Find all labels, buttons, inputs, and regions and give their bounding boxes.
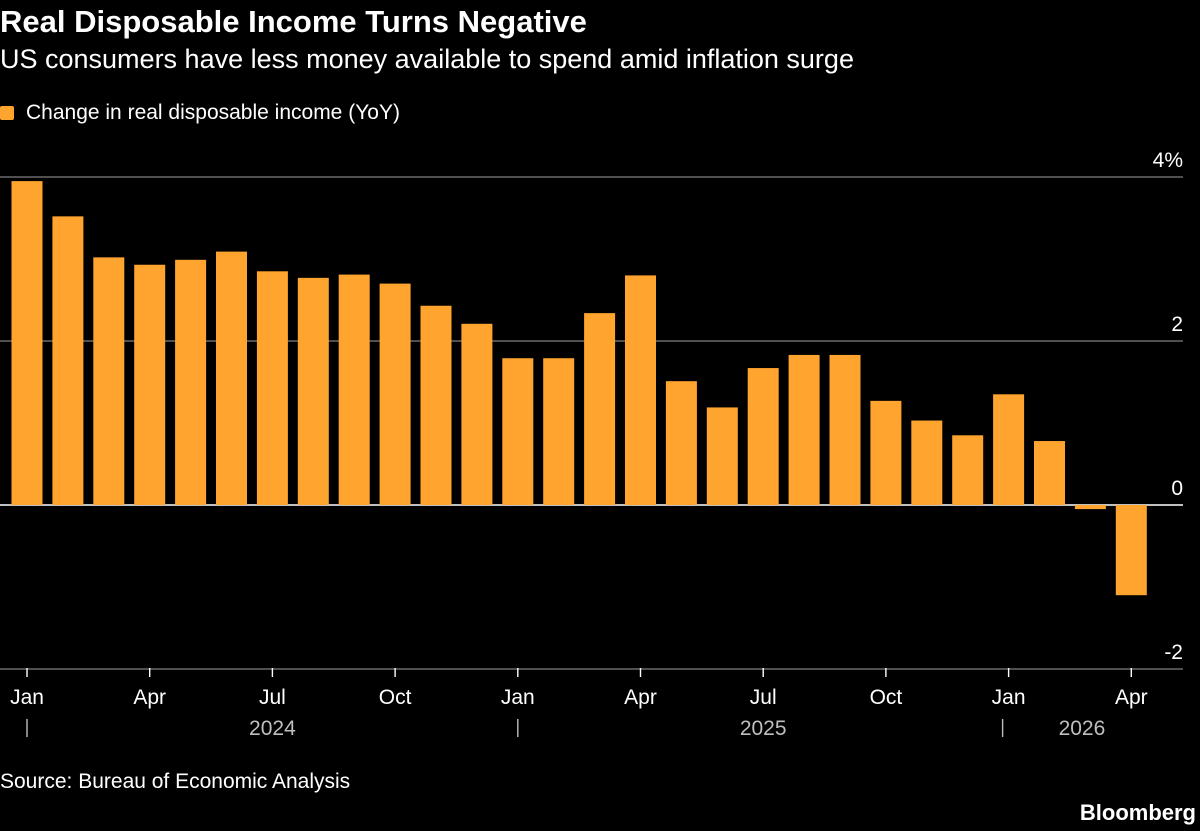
bars	[11, 181, 1147, 596]
bar	[379, 283, 411, 505]
bar	[134, 264, 166, 505]
x-tick-label: Apr	[1115, 686, 1148, 709]
bar	[993, 394, 1025, 505]
x-tick-label: Jan	[10, 686, 44, 709]
year-label: 2026	[1059, 717, 1106, 740]
bar	[584, 313, 616, 505]
legend-label: Change in real disposable income (YoY)	[26, 101, 400, 124]
bar	[829, 354, 861, 505]
bar	[911, 420, 943, 505]
bar	[1074, 505, 1106, 510]
bar	[216, 251, 247, 505]
legend-swatch	[0, 106, 14, 120]
x-tick-label: Jul	[750, 686, 777, 709]
brand-logo: Bloomberg	[1079, 800, 1196, 825]
bar	[502, 358, 534, 505]
chart-title: Real Disposable Income Turns Negative	[0, 4, 587, 39]
bar	[175, 259, 207, 505]
x-tick-label: Apr	[133, 686, 166, 709]
year-label: 2025	[740, 717, 787, 740]
bar	[11, 181, 43, 505]
bar	[1115, 505, 1147, 596]
bar	[52, 216, 84, 506]
bar	[93, 257, 125, 505]
chart-subtitle: US consumers have less money available t…	[0, 44, 854, 74]
bar	[297, 277, 329, 505]
x-tick-label: Apr	[624, 686, 657, 709]
bar	[952, 435, 984, 505]
x-tick-label: Oct	[870, 686, 903, 709]
y-tick-label: 0	[1171, 477, 1183, 500]
bar	[870, 400, 902, 505]
x-tick-label: Jan	[992, 686, 1026, 709]
bar	[625, 275, 656, 505]
x-tick-label: Jan	[501, 686, 535, 709]
y-tick-label: 4%	[1153, 149, 1183, 172]
bar	[338, 274, 370, 505]
bar	[461, 323, 493, 505]
year-label: 2024	[249, 717, 296, 740]
legend: Change in real disposable income (YoY)	[0, 101, 400, 125]
bar	[256, 271, 288, 505]
bar	[665, 381, 697, 505]
bar	[706, 407, 738, 505]
bar	[788, 354, 820, 505]
y-axis-labels: 4% 2 0 -2	[1153, 149, 1183, 664]
bar	[1034, 441, 1065, 505]
y-tick-label: 2	[1171, 313, 1183, 336]
y-tick-label: -2	[1164, 641, 1183, 664]
bar	[747, 368, 779, 505]
bar	[420, 305, 452, 505]
x-tick-label: Jul	[259, 686, 286, 709]
x-tick-label: Oct	[379, 686, 412, 709]
source-note: Source: Bureau of Economic Analysis	[0, 770, 351, 793]
bar	[543, 358, 575, 505]
x-axis: Jan Apr Jul Oct Jan Apr Jul Oct Jan Apr 2024 2025 20…	[10, 668, 1148, 740]
